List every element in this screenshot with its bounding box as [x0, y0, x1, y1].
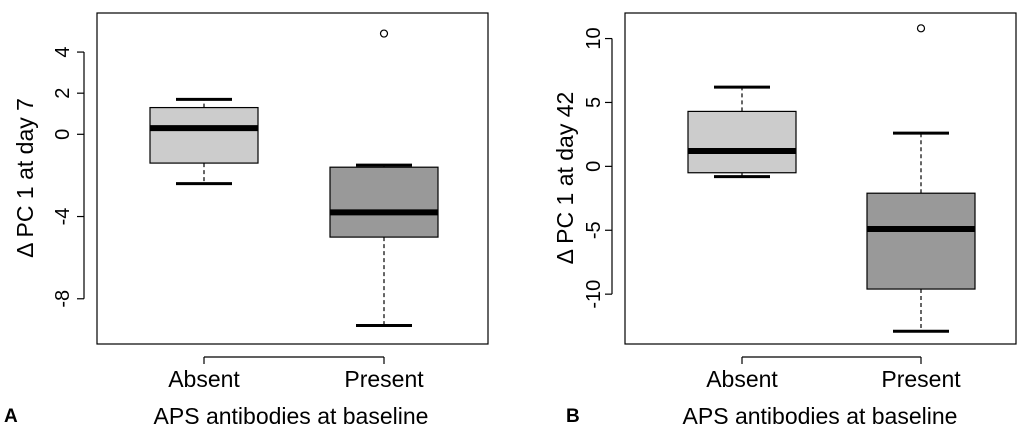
y-tick-label: -10	[583, 280, 605, 309]
y-tick-label: 0	[583, 161, 605, 172]
y-tick-label: -5	[583, 221, 605, 239]
panel-a: Δ PC 1 at day 7 APS antibodies at baseli…	[4, 12, 489, 429]
x-tick-label: Absent	[168, 366, 240, 392]
x-tick-label: Absent	[706, 366, 778, 392]
x-axis-label: APS antibodies at baseline	[683, 403, 958, 429]
box-absent	[687, 85, 797, 179]
x-axis-label: APS antibodies at baseline	[154, 403, 429, 429]
iqr-box	[866, 192, 976, 290]
panel-b: Δ PC 1 at day 42 APS antibodies at basel…	[552, 12, 1017, 429]
iqr-box	[687, 110, 797, 174]
outlier-point	[379, 29, 389, 38]
x-axis: Absent Present	[168, 356, 424, 392]
y-tick-label: 0	[52, 129, 74, 140]
y-tick-label: 4	[52, 46, 74, 57]
y-axis-label: Δ PC 1 at day 7	[12, 98, 38, 258]
y-tick-label: -4	[52, 208, 74, 226]
x-axis: Absent Present	[706, 356, 961, 392]
panel-label: A	[4, 406, 18, 427]
y-axis: 4 2 0 -4 -8	[52, 46, 85, 308]
box-present	[329, 29, 439, 327]
iqr-box	[329, 166, 439, 238]
panel-label: B	[566, 406, 580, 427]
y-axis: 10 5 0 -5 -10	[583, 27, 613, 309]
plot-frame	[624, 12, 1017, 345]
box-series	[687, 24, 976, 333]
x-tick-label: Present	[344, 366, 424, 392]
y-axis-label: Δ PC 1 at day 42	[552, 92, 578, 265]
box-absent	[149, 97, 259, 186]
box-present	[866, 24, 976, 333]
y-tick-label: 2	[52, 88, 74, 99]
y-tick-label: -8	[52, 290, 74, 308]
y-tick-label: 5	[583, 97, 605, 108]
iqr-box	[149, 106, 259, 164]
box-series	[149, 29, 439, 327]
plot-frame	[96, 12, 489, 345]
x-tick-label: Present	[881, 366, 961, 392]
y-tick-label: 10	[583, 27, 605, 49]
outlier-point	[916, 24, 926, 33]
